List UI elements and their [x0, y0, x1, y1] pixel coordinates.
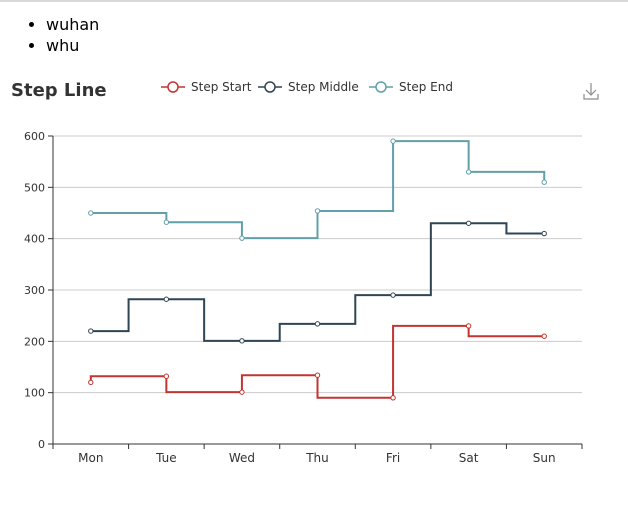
- chart-title: Step Line: [11, 80, 107, 101]
- axes: 0 100 200 300 400 500 600 Mon Tue Wed Thu Fri Sat Sun: [24, 130, 583, 465]
- data-point[interactable]: [239, 389, 245, 395]
- y-tick-label: 0: [38, 438, 45, 451]
- data-point[interactable]: [88, 210, 94, 216]
- y-tick-label: 200: [24, 335, 45, 348]
- chart-container: Step Line Step Start Step Middle Step End …: [0, 70, 628, 490]
- bullet-list: wuhan whu: [10, 14, 99, 56]
- data-point[interactable]: [465, 220, 472, 226]
- data-point[interactable]: [314, 372, 321, 378]
- series-line-start: [89, 324, 545, 399]
- legend-item[interactable]: Step Middle: [258, 80, 359, 94]
- data-point[interactable]: [465, 169, 472, 175]
- legend-marker-icon: [167, 81, 179, 93]
- x-tick-label: Tue: [155, 451, 177, 465]
- grid-lines: [53, 135, 582, 394]
- step-line-chart: Step Line Step Start Step Middle Step End …: [11, 79, 602, 465]
- x-tick-label: Mon: [78, 451, 103, 465]
- data-point[interactable]: [390, 292, 396, 298]
- data-point[interactable]: [541, 179, 547, 185]
- legend-label: Step End: [399, 80, 453, 94]
- list-item: wuhan: [46, 14, 99, 35]
- data-point[interactable]: [88, 379, 94, 386]
- data-point[interactable]: [314, 208, 321, 214]
- data-point[interactable]: [465, 323, 472, 329]
- legend-marker-icon: [264, 81, 276, 93]
- legend-label: Step Start: [191, 80, 252, 94]
- legend-item[interactable]: Step End: [369, 80, 453, 94]
- y-tick-label: 300: [24, 284, 45, 297]
- y-tick-label: 500: [24, 181, 45, 194]
- data-point[interactable]: [163, 296, 170, 302]
- data-point[interactable]: [239, 338, 245, 344]
- legend-label: Step Middle: [288, 80, 359, 94]
- y-tick-label: 600: [24, 130, 45, 143]
- data-point[interactable]: [541, 333, 547, 339]
- y-tick-label: 100: [24, 387, 45, 400]
- x-tick-label: Thu: [305, 451, 329, 465]
- x-tick-label: Sat: [459, 451, 479, 465]
- list-item: whu: [46, 35, 99, 56]
- legend-marker-icon: [375, 81, 387, 93]
- data-point[interactable]: [541, 230, 547, 237]
- data-point[interactable]: [390, 138, 396, 144]
- y-tick-label: 400: [24, 233, 45, 246]
- data-point[interactable]: [390, 395, 396, 401]
- save-as-image-button[interactable]: [580, 79, 602, 103]
- data-point[interactable]: [88, 328, 94, 334]
- data-point[interactable]: [239, 235, 245, 241]
- x-tick-label: Wed: [229, 451, 255, 465]
- data-point[interactable]: [163, 373, 170, 379]
- data-point[interactable]: [163, 219, 170, 225]
- x-tick-label: Sun: [533, 451, 556, 465]
- legend: Step Start Step Middle Step End: [161, 80, 453, 94]
- series-layer: [88, 138, 547, 401]
- top-border: [0, 0, 628, 2]
- x-tick-label: Fri: [386, 451, 400, 465]
- download-icon: [583, 83, 599, 100]
- data-point[interactable]: [314, 321, 321, 327]
- legend-item[interactable]: Step Start: [161, 80, 252, 94]
